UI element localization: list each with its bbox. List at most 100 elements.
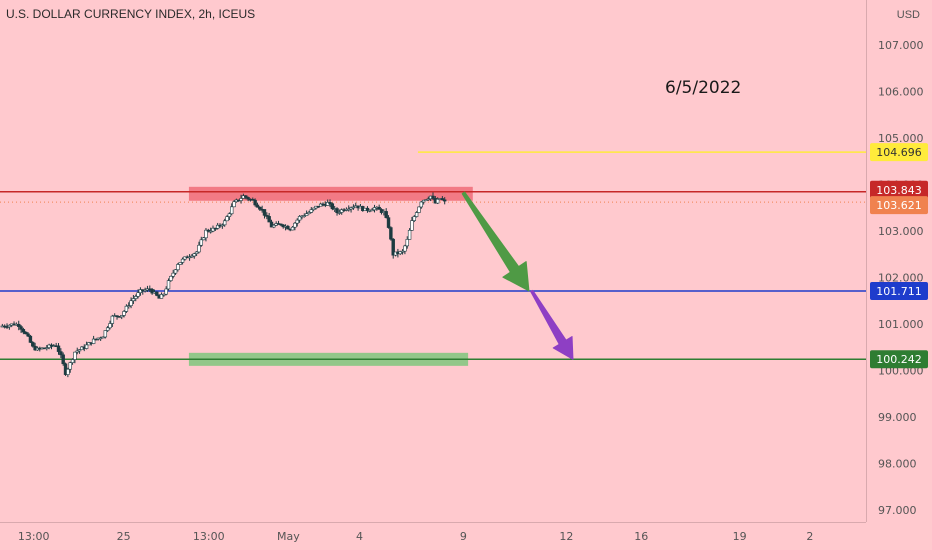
x-tick-label: 25: [117, 530, 131, 543]
candle-up: [68, 362, 72, 370]
projection-arrow-1: [461, 191, 530, 292]
candle-up: [110, 315, 115, 324]
x-tick-label: 13:00: [193, 530, 225, 543]
candle-up: [201, 237, 206, 241]
candle-up: [290, 226, 295, 231]
candle-up: [101, 336, 105, 339]
candle-up: [75, 350, 79, 353]
candle-down: [279, 223, 283, 226]
candle-up: [293, 222, 297, 228]
candle-up: [162, 293, 166, 296]
candle-up: [136, 292, 140, 297]
y-tick-label: 99.000: [878, 411, 917, 424]
candle-down: [328, 202, 332, 204]
candle-down: [281, 224, 285, 228]
x-tick-label: 9: [460, 530, 467, 543]
candle-down: [269, 221, 274, 228]
candle-up: [159, 294, 164, 299]
y-tick-label: 98.000: [878, 458, 917, 471]
price-label-text: 104.696: [876, 146, 922, 159]
price-axis[interactable]: [866, 0, 932, 550]
x-tick-label: 19: [733, 530, 747, 543]
x-tick-label: 16: [634, 530, 648, 543]
candle-up: [204, 229, 208, 239]
candle-up: [178, 262, 182, 265]
candle-up: [347, 208, 351, 211]
candle-up: [122, 311, 126, 316]
candle-up: [410, 220, 414, 231]
candle-up: [45, 347, 49, 349]
date-annotation: 6/5/2022: [665, 78, 742, 98]
price-label-badge: [870, 180, 928, 199]
candle-up: [272, 224, 276, 228]
candle-up: [105, 327, 110, 331]
time-axis[interactable]: [0, 522, 932, 550]
candle-down: [28, 335, 33, 343]
candle-down: [253, 199, 257, 206]
candle-up: [400, 250, 405, 253]
candle-up: [307, 212, 311, 215]
price-label-badge: [870, 143, 928, 162]
y-tick-label: 107.000: [878, 39, 924, 52]
candle-up: [103, 330, 108, 338]
y-tick-label: 101.000: [878, 318, 924, 331]
candle-down: [389, 227, 393, 240]
candle-up: [131, 298, 136, 302]
candle-down: [265, 215, 269, 217]
candle-up: [372, 207, 377, 211]
candle-up: [143, 289, 147, 292]
candle-up: [424, 199, 428, 201]
candle-up: [98, 337, 103, 340]
candle-up: [176, 264, 180, 271]
y-tick-label: 103.000: [878, 225, 924, 238]
projection-arrow-2: [530, 289, 574, 360]
price-label-badge: [870, 196, 928, 215]
candle-up: [164, 288, 168, 295]
candle-down: [94, 338, 98, 341]
candle-down: [377, 206, 381, 210]
candle-up: [295, 219, 299, 224]
candle-down: [244, 195, 248, 198]
candle-down: [365, 207, 370, 211]
candle-up: [435, 198, 440, 204]
candle-up: [239, 198, 243, 201]
candle-up: [84, 344, 89, 349]
candle-up: [192, 253, 196, 257]
candle-down: [330, 203, 335, 210]
candle-down: [31, 342, 35, 347]
x-tick-label: 2: [806, 530, 813, 543]
candle-down: [213, 227, 218, 230]
currency-label: USD: [896, 9, 920, 21]
candle-down: [391, 238, 395, 256]
y-tick-label: 106.000: [878, 86, 924, 99]
candle-up: [77, 349, 82, 352]
price-label-text: 103.843: [876, 184, 922, 197]
candle-up: [220, 224, 225, 227]
candle-down: [246, 197, 250, 200]
candle-up: [211, 227, 215, 232]
candle-down: [286, 225, 290, 230]
chart-title: U.S. DOLLAR CURRENCY INDEX, 2h, ICEUS: [6, 7, 256, 21]
x-tick-label: 4: [356, 530, 363, 543]
candle-down: [440, 198, 445, 201]
candle-down: [255, 204, 260, 208]
candle-down: [17, 323, 21, 327]
candle-down: [258, 206, 262, 210]
price-label-text: 100.242: [876, 353, 922, 366]
candle-up: [351, 206, 356, 209]
candle-up: [127, 305, 131, 307]
candle-down: [316, 205, 321, 208]
candle-up: [194, 251, 199, 254]
candle-up: [199, 239, 203, 246]
candle-down: [443, 199, 447, 202]
candle-up: [337, 212, 342, 214]
candle-up: [407, 230, 412, 240]
candle-up: [309, 209, 313, 213]
price-label-text: 101.711: [876, 285, 922, 298]
candle-up: [66, 368, 70, 375]
candle-down: [206, 229, 211, 232]
x-tick-label: 13:00: [18, 530, 50, 543]
candle-up: [70, 359, 75, 363]
